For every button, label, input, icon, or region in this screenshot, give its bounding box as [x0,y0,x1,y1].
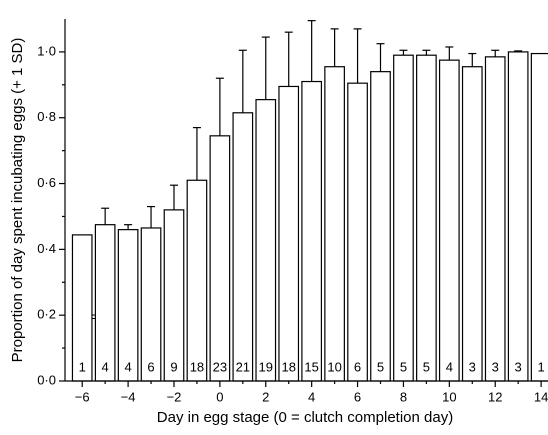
bar [507,51,529,382]
sample-size: 3 [469,359,476,374]
bar [94,224,116,382]
sample-size: 4 [446,359,453,374]
bar [461,66,483,382]
sample-size: 15 [304,359,318,374]
x-tick-label: 0 [216,389,223,404]
bar [438,59,460,382]
y-tick-label: 0·8 [37,109,56,124]
bar [232,112,254,382]
sample-size: 9 [170,359,177,374]
x-tick-label: 8 [400,389,407,404]
bar [255,99,277,382]
y-axis-label: Proportion of day spent incubating eggs … [9,38,26,363]
y-tick-label: 0·6 [37,175,56,190]
sample-size: 10 [327,359,341,374]
x-tick-label: 4 [308,389,315,404]
y-tick-label: 0·2 [37,307,56,322]
bar [278,85,300,382]
sample-size: 5 [400,359,407,374]
y-tick-label: 0·0 [37,372,56,387]
sample-size: 1 [79,359,86,374]
bar [347,82,368,382]
x-axis-label: Day in egg stage (0 = clutch completion … [157,409,453,426]
sample-size: 19 [259,359,273,374]
bar [324,66,345,382]
x-tick-label: 14 [534,389,548,404]
bar [484,56,506,382]
sample-size: 21 [236,359,250,374]
x-tick-label: −2 [167,389,182,404]
x-tick-label: 6 [354,389,361,404]
sample-size: 5 [377,359,384,374]
sample-size: 1 [537,359,544,374]
sample-size: 18 [190,359,204,374]
bar [370,71,391,382]
bar [301,80,323,382]
x-tick-label: −4 [121,389,136,404]
x-tick-label: 2 [262,389,269,404]
bar [416,54,437,382]
sample-size: 6 [147,359,154,374]
x-tick-label: −6 [75,389,90,404]
bar [209,135,231,382]
sample-size: 5 [423,359,430,374]
y-tick-label: 0·4 [37,241,56,256]
sample-size: 6 [354,359,361,374]
sample-size: 3 [515,359,522,374]
sample-size: 23 [213,359,227,374]
bar [186,179,208,382]
bar [530,52,548,382]
bar [140,227,162,382]
x-tick-label: 10 [442,389,456,404]
y-tick-label: 1·0 [37,43,56,58]
sample-size: 4 [124,359,131,374]
bar [163,209,185,382]
sample-size: 4 [102,359,109,374]
bar [393,54,414,382]
sample-size: 18 [281,359,295,374]
bar [117,229,139,382]
x-tick-label: 12 [488,389,502,404]
sample-size: 3 [492,359,499,374]
